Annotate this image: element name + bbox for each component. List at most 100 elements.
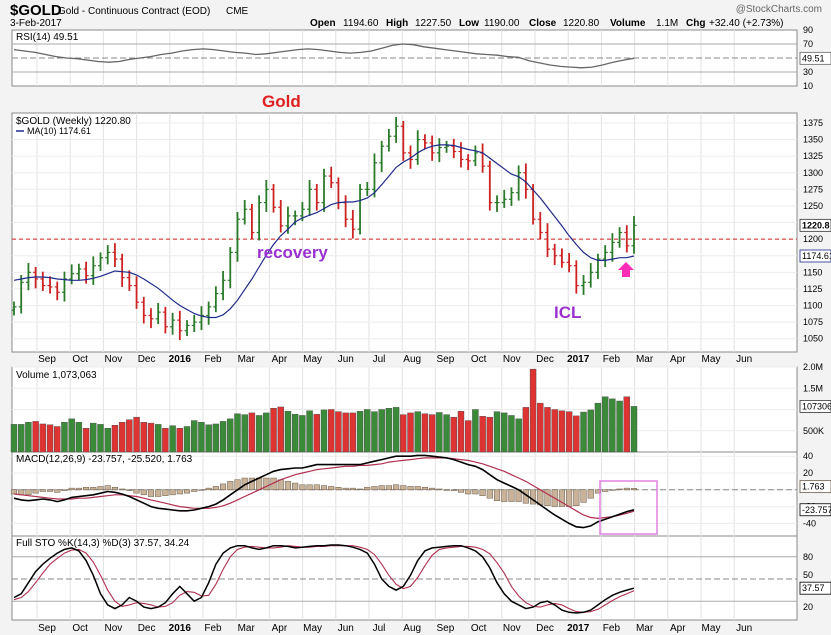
volume-bar <box>580 411 587 453</box>
volume-bar <box>183 426 191 453</box>
macd-histogram-bar <box>393 484 400 491</box>
volume-bar <box>400 414 407 453</box>
x-tick-label-lower: May <box>303 623 322 634</box>
macd-highlight-box <box>599 480 658 535</box>
watermark: @StockCharts.com <box>736 4 822 15</box>
volume-bar <box>594 402 602 453</box>
macd-histogram-bar <box>25 489 32 496</box>
volume-bar <box>227 418 234 453</box>
price-tick-label: 1050 <box>803 334 823 344</box>
volume-bar <box>515 418 522 453</box>
low-value: 1190.00 <box>484 18 520 29</box>
x-tick-label-lower: Nov <box>105 623 123 634</box>
rsi-line <box>13 43 635 69</box>
volume-bar <box>234 413 241 453</box>
volume-bar <box>263 412 270 453</box>
macd-histogram-bar <box>176 489 183 495</box>
date-label: 3-Feb-2017 <box>10 18 62 29</box>
macd-histogram-bar <box>371 486 378 491</box>
volume-bar <box>169 425 176 453</box>
sto-value-label: 37.57 <box>802 583 825 593</box>
macd-histogram-bar <box>83 487 90 491</box>
volume-bar <box>529 368 537 453</box>
volume-bar <box>270 408 277 453</box>
macd-histogram-bar <box>54 489 61 493</box>
macd-histogram-bar <box>602 489 609 492</box>
macd-line <box>13 454 635 529</box>
volume-bar <box>111 425 119 453</box>
x-tick-label-upper: Mar <box>636 354 654 365</box>
volume-bar <box>551 409 558 453</box>
macd-histogram-bar <box>313 484 320 491</box>
price-last-tag <box>799 218 831 232</box>
annotation-gold: Gold <box>262 92 301 111</box>
volume-bar <box>299 415 306 453</box>
price-last-label: 1220.8 <box>802 220 830 230</box>
volume-bar <box>616 400 623 453</box>
volume-bar <box>493 411 501 453</box>
volume-bar <box>472 409 479 453</box>
macd-histogram-bar <box>457 489 465 493</box>
x-tick-label-upper: Feb <box>204 354 222 365</box>
volume-bar <box>378 409 385 453</box>
macd-histogram-bar <box>61 489 68 491</box>
sto-value-tag <box>799 581 831 595</box>
price-tick-label: 1150 <box>803 267 822 277</box>
macd-histogram-bar <box>220 483 227 491</box>
high-value: 1227.50 <box>415 18 452 29</box>
macd-histogram-bar <box>573 489 580 507</box>
volume-bar <box>428 414 436 453</box>
up-arrow-icon <box>618 262 634 277</box>
price-tick-label: 1375 <box>803 118 823 128</box>
macd-histogram-bar <box>263 477 270 491</box>
volume-bar <box>162 428 169 453</box>
macd-histogram-bar <box>227 481 234 491</box>
ma-last-tag <box>799 249 831 263</box>
rsi-value-label: 49.51 <box>802 53 825 63</box>
macd-histogram-bar <box>147 489 155 497</box>
macd-histogram-bar <box>450 489 457 491</box>
macd-histogram-bar <box>400 485 407 491</box>
x-tick-label-upper: Aug <box>403 354 421 365</box>
x-tick-label-lower: Aug <box>403 623 421 634</box>
x-tick-label-upper: Nov <box>503 354 521 365</box>
price-tick-label: 1250 <box>803 201 823 211</box>
ma-last-label: 1174.61 <box>802 251 831 261</box>
volume-bar <box>349 412 357 453</box>
volume-bar <box>407 412 414 453</box>
macd-histogram-bar <box>183 489 191 494</box>
volume-value: 1.1M <box>656 18 678 29</box>
volume-bar <box>313 413 320 453</box>
annotation-icl: ICL <box>554 303 581 322</box>
x-tick-label-upper: Dec <box>138 354 156 365</box>
volume-tick-label: 500K <box>803 426 824 436</box>
volume-bar <box>191 420 198 453</box>
macd-histogram-bar <box>429 487 436 491</box>
x-tick-label-upper: Oct <box>471 354 487 365</box>
volume-bar <box>118 422 126 453</box>
volume-bar <box>97 424 104 453</box>
price-tick-label: 1300 <box>803 168 823 178</box>
volume-bar <box>364 409 371 453</box>
ma-title: MA(10) 1174.61 <box>27 126 91 136</box>
volume-bar <box>32 421 39 453</box>
price-tick-label: 1075 <box>803 317 823 327</box>
macd-histogram-bar <box>443 489 450 491</box>
volume-bar <box>147 422 155 453</box>
x-tick-label-lower: Sep <box>437 623 455 634</box>
macd-histogram-bar <box>421 487 428 491</box>
x-tick-label-lower: Feb <box>204 623 222 634</box>
volume-title: Volume 1,073,063 <box>16 370 97 381</box>
macd-histogram-bar <box>68 487 75 491</box>
x-tick-label-upper: 2017 <box>567 354 590 365</box>
volume-bar <box>68 418 75 453</box>
volume-bar <box>335 411 342 453</box>
volume-bar <box>486 416 494 453</box>
price-tick-label: 1125 <box>803 284 822 294</box>
volume-bar <box>277 406 284 453</box>
x-tick-label-lower: Sep <box>38 623 56 634</box>
macd-tick-label: -40 <box>803 518 816 528</box>
symbol-label: $GOLD <box>10 2 62 19</box>
volume-bar <box>623 396 630 453</box>
